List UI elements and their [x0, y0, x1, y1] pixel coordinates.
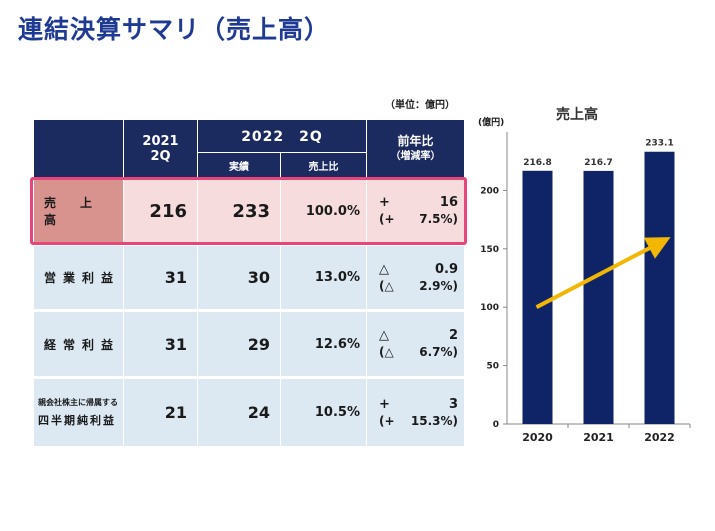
sales-rate-prefix: (+	[379, 212, 395, 226]
cell-sales-2021: 216	[124, 180, 197, 242]
sales-chg-sign: +	[379, 195, 390, 210]
cell-sales-2022-text: 233	[232, 200, 270, 222]
cell-ordinary-ratio: 12.6%	[281, 312, 366, 376]
net-rate-value: 15.3%)	[410, 413, 458, 428]
ordinary-chg-value: 2	[448, 328, 458, 343]
cell-net-yoy: +3 (+ 15.3%)	[367, 379, 464, 446]
bar-value-label: 216.8	[523, 158, 551, 168]
cell-operating-ratio: 13.0%	[281, 246, 366, 309]
cell-net-2021: 21	[124, 379, 197, 446]
header-ratio-label: 売上比	[308, 161, 339, 173]
trend-arrow	[535, 237, 671, 309]
cell-ordinary-ratio-text: 12.6%	[314, 336, 360, 352]
cell-sales-2022: 233	[198, 180, 280, 242]
operating-rate-value: 2.9%)	[419, 278, 458, 293]
y-tick-label: 200	[480, 186, 499, 196]
x-tick-label: 2020	[522, 431, 553, 444]
cell-operating-ratio-text: 13.0%	[314, 270, 360, 285]
ordinary-chg-sign: △	[379, 328, 389, 343]
cell-net-2022: 24	[198, 379, 280, 446]
cell-sales-yoy: +16 (+ 7.5%)	[367, 180, 464, 242]
cell-ordinary-2022: 29	[198, 312, 280, 376]
summary-table: 2021 2Q 2022 2Q 実績 売上比 前年比 （増減率） 売 上 高 2…	[30, 120, 467, 446]
row-label-net-small: 親会社株主に帰属する	[38, 397, 118, 407]
header-2021: 2021 2Q	[124, 120, 197, 177]
bar-2021	[583, 170, 614, 424]
row-label-net-text: 四半期純利益	[38, 413, 116, 427]
cell-operating-2022-text: 30	[247, 268, 270, 287]
net-chg-value: 3	[448, 396, 458, 412]
cell-ordinary-2022-text: 29	[247, 334, 270, 354]
cell-ordinary-2021-text: 31	[164, 334, 187, 354]
sales-row-highlight	[30, 177, 467, 245]
header-2021-quarter: 2Q	[150, 148, 171, 164]
header-2022: 2022 2Q	[198, 120, 366, 152]
cell-net-2021-text: 21	[164, 403, 187, 422]
bar-2022	[644, 151, 675, 424]
cell-operating-yoy: △ 0.9 (△ 2.9%)	[367, 246, 464, 309]
cell-operating-2021-text: 31	[164, 268, 187, 287]
net-chg-sign: +	[379, 396, 390, 412]
cell-sales-ratio-text: 100.0%	[305, 203, 360, 219]
cell-sales-2021-text: 216	[149, 200, 187, 222]
cell-operating-2021: 31	[124, 246, 197, 309]
header-yoy: 前年比 （増減率）	[367, 120, 464, 177]
operating-rate-prefix: (△	[379, 278, 394, 293]
row-label-ordinary: 経常利益	[34, 312, 123, 376]
y-tick-label: 50	[486, 362, 499, 372]
cell-net-ratio: 10.5%	[281, 379, 366, 446]
bar-2020	[522, 170, 553, 424]
sales-chg-value: 16	[439, 195, 458, 210]
cell-ordinary-2021: 31	[124, 312, 197, 376]
sales-rate-value: 7.5%)	[419, 212, 458, 226]
chart-title: 売上高	[556, 107, 598, 123]
x-tick-label: 2021	[583, 431, 614, 444]
cell-sales-ratio: 100.0%	[281, 180, 366, 242]
y-tick-label: 150	[480, 245, 499, 255]
header-actual-label: 実績	[229, 161, 249, 173]
row-label-operating-text: 営業利益	[44, 271, 121, 285]
row-label-sales: 売 上 高	[34, 180, 123, 242]
row-label-sales-text: 売 上 高	[44, 196, 117, 227]
y-tick-label: 0	[493, 420, 499, 430]
header-yoy-label: 前年比	[397, 133, 434, 148]
bar-value-label: 233.1	[645, 139, 673, 149]
bar-value-label: 216.7	[584, 158, 612, 168]
unit-note: （単位：億円）	[385, 100, 455, 111]
net-rate-prefix: (+	[379, 413, 395, 428]
cell-net-ratio-text: 10.5%	[314, 405, 360, 420]
header-2022-label: 2022 2Q	[241, 129, 323, 145]
cell-operating-2022: 30	[198, 246, 280, 309]
ordinary-rate-value: 6.7%)	[419, 345, 458, 359]
header-actual: 実績	[198, 153, 280, 177]
page-title: 連結決算サマリ（売上高）	[18, 15, 331, 44]
row-label-net: 親会社株主に帰属する 四半期純利益	[34, 379, 123, 446]
x-tick-label: 2022	[644, 431, 675, 444]
cell-net-2022-text: 24	[247, 403, 270, 422]
operating-chg-value: 0.9	[434, 261, 458, 277]
row-label-ordinary-text: 経常利益	[44, 337, 121, 352]
ordinary-rate-prefix: (△	[379, 345, 394, 359]
y-tick-label: 100	[480, 303, 499, 313]
operating-chg-sign: △	[379, 261, 389, 277]
header-corner	[34, 120, 123, 177]
row-label-operating: 営業利益	[34, 246, 123, 309]
header-ratio: 売上比	[281, 153, 366, 177]
header-yoy-sub: （増減率）	[390, 150, 441, 162]
cell-ordinary-yoy: △ 2 (△ 6.7%)	[367, 312, 464, 376]
header-2021-year: 2021	[142, 133, 179, 149]
chart-y-unit: (億円)	[478, 118, 505, 128]
